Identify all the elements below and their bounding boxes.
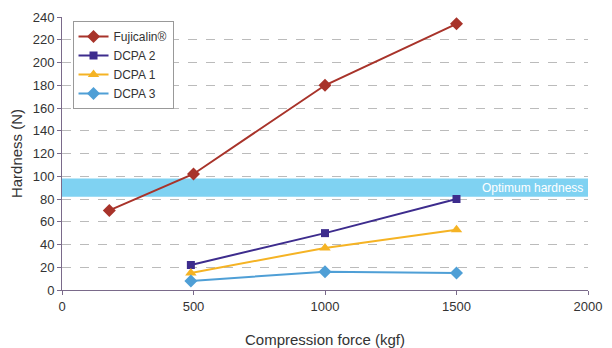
svg-text:240: 240 [33,10,55,25]
svg-text:Hardness (N): Hardness (N) [8,109,25,198]
svg-text:1000: 1000 [311,299,340,314]
svg-text:60: 60 [40,214,54,229]
svg-text:Compression force (kgf): Compression force (kgf) [245,331,405,348]
svg-text:0: 0 [58,299,65,314]
svg-text:1500: 1500 [442,299,471,314]
svg-text:DCPA 1: DCPA 1 [114,68,156,82]
svg-text:160: 160 [33,101,55,116]
svg-text:40: 40 [40,237,54,252]
svg-text:220: 220 [33,32,55,47]
svg-text:100: 100 [33,169,55,184]
svg-text:2000: 2000 [574,299,603,314]
svg-text:DCPA 2: DCPA 2 [114,49,156,63]
svg-text:DCPA 3: DCPA 3 [114,87,156,101]
svg-text:500: 500 [183,299,205,314]
svg-text:Fujicalin®: Fujicalin® [114,30,167,44]
svg-text:200: 200 [33,55,55,70]
svg-text:140: 140 [33,123,55,138]
svg-text:80: 80 [40,192,54,207]
svg-text:180: 180 [33,78,55,93]
svg-text:120: 120 [33,146,55,161]
svg-text:20: 20 [40,260,54,275]
svg-text:0: 0 [47,283,54,298]
svg-text:Optimum hardness: Optimum hardness [482,181,583,195]
